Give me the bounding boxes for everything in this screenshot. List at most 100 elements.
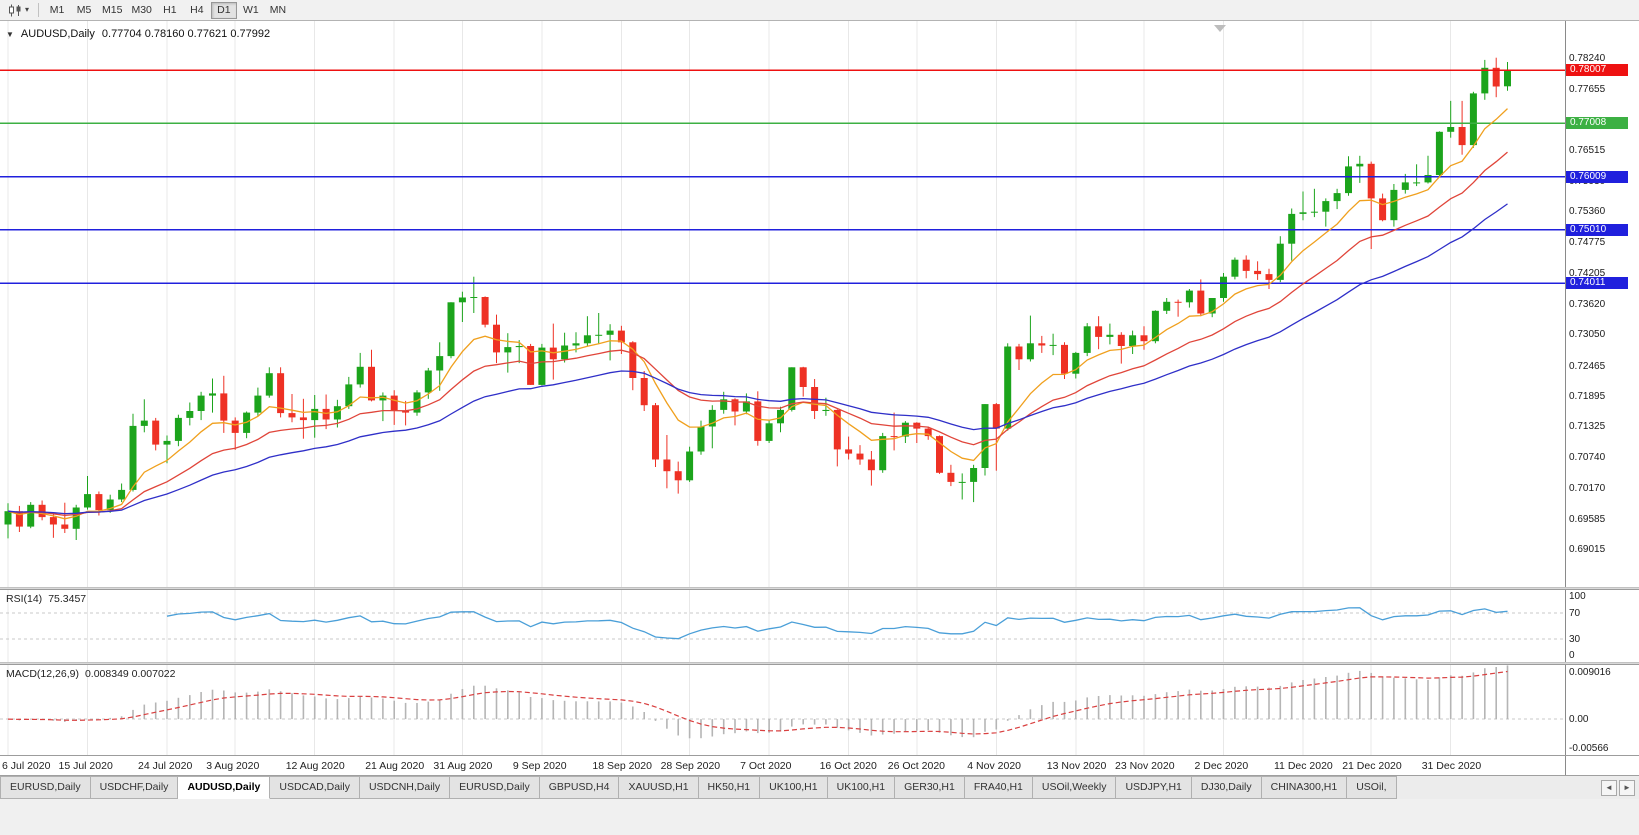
timeframe-button-m15[interactable]: M15 xyxy=(102,3,123,16)
date-axis-label: 15 Jul 2020 xyxy=(58,760,113,772)
grid-lines xyxy=(7,21,1452,755)
candles-layer xyxy=(4,57,1511,540)
date-axis-label: 3 Aug 2020 xyxy=(206,760,260,772)
chart-tabs-bar: EURUSD,Daily USDCHF,Daily AUDUSD,Daily USDC… xyxy=(0,775,1639,799)
date-axis-label: 7 Oct 2020 xyxy=(740,760,792,772)
rsi-level-lines xyxy=(0,612,1565,640)
horizontal-price-lines[interactable] xyxy=(0,69,1565,284)
price-axis-label: 0.74775 xyxy=(1569,237,1606,249)
price-axis-label: 0.72465 xyxy=(1569,360,1606,372)
date-axis[interactable]: 6 Jul 2020 15 Jul 2020 24 Jul 2020 3 Aug 20… xyxy=(0,756,1565,775)
chart-tab-usoil-weekly[interactable]: USOil,Weekly xyxy=(1032,776,1117,799)
date-axis-label: 24 Jul 2020 xyxy=(138,760,193,772)
chart-tab-usoil[interactable]: USOil, xyxy=(1347,776,1397,799)
chart-tab-ger30-h1[interactable]: GER30,H1 xyxy=(895,776,965,799)
ma-18-line xyxy=(7,151,1508,517)
price-axis[interactable]: 0.782400.776550.765150.759300.753600.747… xyxy=(1565,21,1639,775)
chart-tab-dj30-daily[interactable]: DJ30,Daily xyxy=(1191,776,1262,799)
macd-indicator-value: 0.008349 0.007022 xyxy=(84,668,176,680)
rsi-indicator-title: RSI(14) xyxy=(6,593,43,605)
date-axis-label: 31 Aug 2020 xyxy=(433,760,493,772)
timeframe-button-m1[interactable]: M1 xyxy=(49,3,65,16)
timeframe-button-d1[interactable]: D1 xyxy=(210,1,237,19)
pane-splitter[interactable] xyxy=(0,662,1639,665)
rsi-line xyxy=(166,607,1508,640)
ma-34-line xyxy=(7,203,1508,515)
chart-header: ▼ AUDUSD,Daily 0.77704 0.78160 0.77621 0… xyxy=(6,28,270,40)
rsi-axis-label: 70 xyxy=(1569,608,1581,620)
chart-tab-usdcnh-daily[interactable]: USDCNH,Daily xyxy=(359,776,451,799)
chart-tab-usdchf-daily[interactable]: USDCHF,Daily xyxy=(90,776,179,799)
collapse-arrow-icon[interactable]: ▼ xyxy=(6,29,14,39)
macd-axis-label: 0.009016 xyxy=(1569,667,1611,678)
candlestick-chart-icon xyxy=(9,4,21,16)
macd-axis-label: 0.00 xyxy=(1569,714,1589,726)
date-axis-label: 9 Sep 2020 xyxy=(512,760,567,772)
chevron-down-icon: ▾ xyxy=(25,5,30,14)
rsi-pane-header: RSI(14) 75.3457 xyxy=(6,593,86,605)
price-line-badge: 0.75010 xyxy=(1566,223,1628,236)
chart-tab-hk50-h1[interactable]: HK50,H1 xyxy=(698,776,761,799)
chart-tab-gbpusd-h4[interactable]: GBPUSD,H4 xyxy=(539,776,620,799)
chart-tab-fra40-h1[interactable]: FRA40,H1 xyxy=(964,776,1033,799)
macd-histogram xyxy=(18,665,1509,739)
chart-tab-xauusd-h1[interactable]: XAUUSD,H1 xyxy=(619,776,699,799)
price-axis-label: 0.71325 xyxy=(1569,421,1606,433)
chart-tab-china300-h1[interactable]: CHINA300,H1 xyxy=(1261,776,1348,799)
price-axis-label: 0.73050 xyxy=(1569,329,1606,341)
timeframe-button-h4[interactable]: H4 xyxy=(190,3,204,16)
chart-tab-uk100-h1[interactable]: UK100,H1 xyxy=(760,776,828,799)
timeframe-toolbar: ▾ M1 M5 M15 M30 H1 H4 D1 W1 MN xyxy=(0,0,1639,21)
chart-canvas[interactable] xyxy=(0,21,1639,775)
price-line-badge: 0.77008 xyxy=(1566,117,1628,130)
timeframe-button-m5[interactable]: M5 xyxy=(76,3,92,16)
date-axis-label: 31 Dec 2020 xyxy=(1421,760,1482,772)
price-axis-label: 0.70170 xyxy=(1569,482,1606,494)
date-axis-separator xyxy=(0,755,1639,756)
macd-indicator-title: MACD(12,26,9) xyxy=(6,668,79,680)
price-axis-label: 0.71895 xyxy=(1569,390,1606,402)
date-axis-label: 21 Aug 2020 xyxy=(365,760,425,772)
chart-symbol-title: AUDUSD,Daily xyxy=(20,28,95,40)
rsi-axis-label: 30 xyxy=(1569,633,1581,645)
price-axis-label: 0.73620 xyxy=(1569,298,1606,310)
timeframe-button-m30[interactable]: M30 xyxy=(131,3,152,16)
chart-tab-usdcad-daily[interactable]: USDCAD,Daily xyxy=(270,776,360,799)
date-axis-label: 28 Sep 2020 xyxy=(660,760,721,772)
chart-tab-usdjpy-h1[interactable]: USDJPY,H1 xyxy=(1116,776,1192,799)
pane-splitter[interactable] xyxy=(0,587,1639,590)
price-axis-label: 0.69585 xyxy=(1569,513,1606,525)
price-axis-label: 0.77655 xyxy=(1569,83,1606,95)
chart-tab-uk100-h1[interactable]: UK100,H1 xyxy=(827,776,896,799)
timeframe-button-h1[interactable]: H1 xyxy=(163,3,177,16)
chart-tab-eurusd-daily[interactable]: EURUSD,Daily xyxy=(0,776,91,799)
date-axis-label: 16 Oct 2020 xyxy=(819,760,877,772)
price-axis-label: 0.69015 xyxy=(1569,544,1606,556)
price-axis-label: 0.74205 xyxy=(1569,267,1606,279)
price-axis-label: 0.76515 xyxy=(1569,144,1606,156)
tab-scroll-left-icon[interactable]: ◄ xyxy=(1601,779,1617,796)
chart-type-button[interactable]: ▾ xyxy=(4,1,33,19)
date-axis-label: 11 Dec 2020 xyxy=(1274,760,1333,772)
price-axis-label: 0.70740 xyxy=(1569,452,1606,464)
date-axis-label: 4 Nov 2020 xyxy=(967,760,1022,772)
price-axis-label: 0.75360 xyxy=(1569,206,1606,218)
date-axis-label: 2 Dec 2020 xyxy=(1194,760,1249,772)
date-axis-label: 26 Oct 2020 xyxy=(887,760,946,772)
timeframe-buttons: M1 M5 M15 M30 H1 H4 D1 W1 MN xyxy=(44,1,291,19)
date-axis-label: 6 Jul 2020 xyxy=(2,760,51,772)
chart-tab-audusd-daily[interactable]: AUDUSD,Daily xyxy=(178,776,271,799)
timeframe-button-w1[interactable]: W1 xyxy=(243,3,259,16)
date-axis-label: 23 Nov 2020 xyxy=(1115,760,1175,772)
chart-tab-eurusd-daily[interactable]: EURUSD,Daily xyxy=(450,776,540,799)
date-axis-label: 12 Aug 2020 xyxy=(285,760,345,772)
tab-scroll-right-icon[interactable]: ► xyxy=(1619,779,1635,796)
chart-ohlc-values: 0.77704 0.78160 0.77621 0.77992 xyxy=(101,28,271,40)
macd-pane-header: MACD(12,26,9) 0.008349 0.007022 xyxy=(6,668,175,680)
price-line-badge: 0.76009 xyxy=(1566,170,1628,183)
rsi-axis-label: 100 xyxy=(1569,591,1586,602)
chart-tabs: EURUSD,Daily USDCHF,Daily AUDUSD,Daily USDC… xyxy=(0,776,1597,799)
timeframe-button-mn[interactable]: MN xyxy=(269,3,287,16)
price-axis-label: 0.78240 xyxy=(1569,52,1606,64)
ma-8-line xyxy=(7,108,1508,520)
